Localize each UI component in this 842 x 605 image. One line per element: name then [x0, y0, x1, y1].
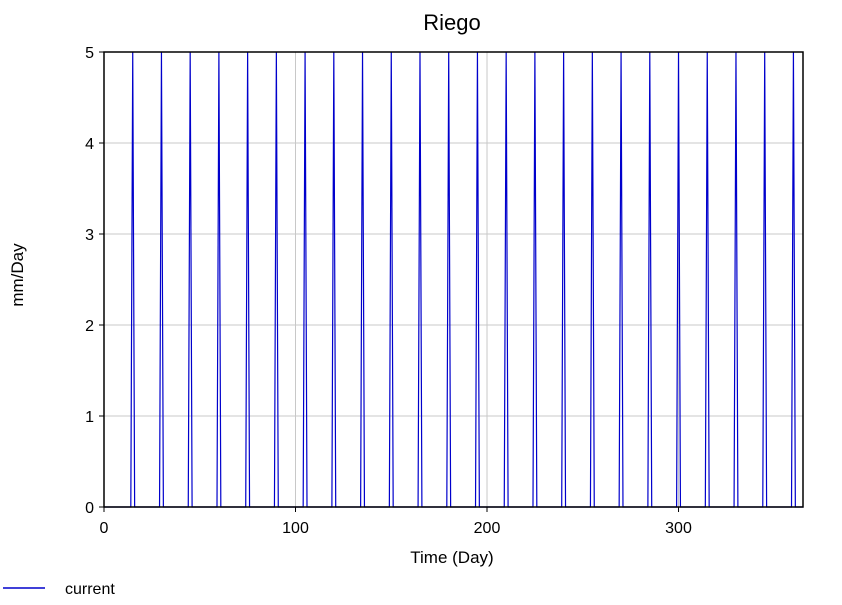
x-tick-label: 100 [282, 520, 309, 537]
series-current [104, 51, 803, 508]
y-tick-label: 1 [85, 409, 94, 426]
y-tick-label: 3 [85, 227, 94, 244]
y-axis-label: mm/Day [8, 243, 27, 307]
y-tick-label: 4 [85, 136, 94, 153]
y-tick-label: 5 [85, 45, 94, 62]
grid-lines [104, 52, 803, 507]
y-tick-label: 0 [85, 500, 94, 517]
series-line-current [104, 51, 803, 508]
axis-ticks: 0 1 2 3 4 5 0 100 200 300 [85, 45, 692, 537]
x-tick-label: 200 [474, 520, 501, 537]
y-tick-label: 2 [85, 318, 94, 335]
chart-title: Riego [423, 10, 480, 35]
x-tick-label: 0 [100, 520, 109, 537]
x-axis-label: Time (Day) [410, 548, 493, 567]
legend: current [3, 581, 115, 598]
plot-frame [103, 51, 804, 508]
x-tick-label: 300 [665, 520, 692, 537]
legend-label-current: current [65, 581, 115, 598]
